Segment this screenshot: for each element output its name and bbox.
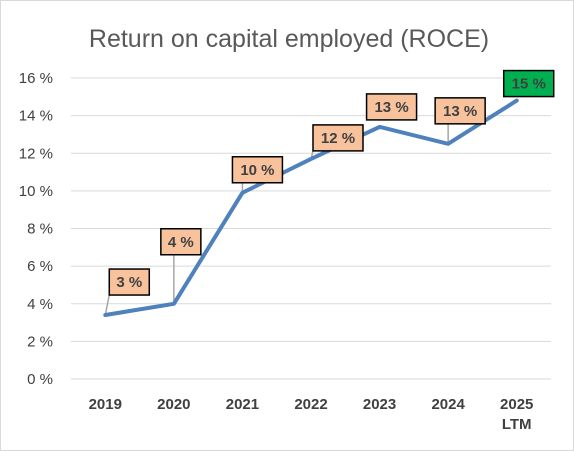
y-tick-label: 4 % bbox=[27, 296, 53, 313]
y-tick-label: 10 % bbox=[19, 183, 53, 200]
series-line bbox=[103, 98, 519, 317]
y-tick-label: 14 % bbox=[19, 108, 53, 125]
data-label: 10 % bbox=[240, 162, 274, 179]
data-label: 4 % bbox=[168, 234, 194, 251]
data-label-box bbox=[365, 93, 418, 121]
leader-line bbox=[104, 294, 111, 316]
data-label: 3 % bbox=[116, 274, 142, 291]
data-label-box bbox=[502, 69, 555, 98]
x-tick-label: 2022 bbox=[294, 396, 327, 413]
data-label-box bbox=[108, 268, 151, 296]
leader-lines bbox=[104, 123, 449, 316]
data-labels: 3 % 4 % 10 % 12 % 13 % 13 % 15 % bbox=[108, 69, 555, 296]
gridlines bbox=[71, 77, 551, 380]
roce-series-line bbox=[103, 98, 519, 317]
x-tick-label: 2020 bbox=[157, 396, 190, 413]
x-axis: 2019 2020 2021 2022 2023 2024 2025 LTM bbox=[89, 396, 534, 433]
data-label-box bbox=[160, 228, 202, 256]
x-tick-label: 2024 bbox=[431, 396, 465, 413]
data-label-box bbox=[434, 97, 486, 125]
x-tick-label: LTM bbox=[502, 416, 532, 433]
x-tick-label: 2023 bbox=[363, 396, 396, 413]
x-tick-label: 2019 bbox=[89, 396, 122, 413]
data-label: 13 % bbox=[443, 103, 477, 120]
data-label-box bbox=[231, 156, 284, 184]
data-label: 13 % bbox=[374, 99, 408, 116]
y-tick-label: 2 % bbox=[27, 333, 53, 350]
y-tick-label: 8 % bbox=[27, 221, 53, 238]
y-axis: 0 % 2 % 4 % 6 % 8 % 10 % 12 % 14 % 16 % bbox=[19, 70, 53, 388]
y-tick-label: 16 % bbox=[19, 70, 53, 87]
data-label-box bbox=[312, 124, 364, 152]
data-label: 15 % bbox=[512, 76, 546, 93]
y-tick-label: 12 % bbox=[19, 145, 53, 162]
x-tick-label: 2021 bbox=[226, 396, 259, 413]
x-tick-label: 2025 bbox=[500, 396, 533, 413]
y-tick-label: 0 % bbox=[27, 371, 53, 388]
y-tick-label: 6 % bbox=[27, 258, 53, 275]
data-label: 12 % bbox=[321, 130, 355, 147]
chart-title: Return on capital employed (ROCE) bbox=[89, 25, 489, 53]
